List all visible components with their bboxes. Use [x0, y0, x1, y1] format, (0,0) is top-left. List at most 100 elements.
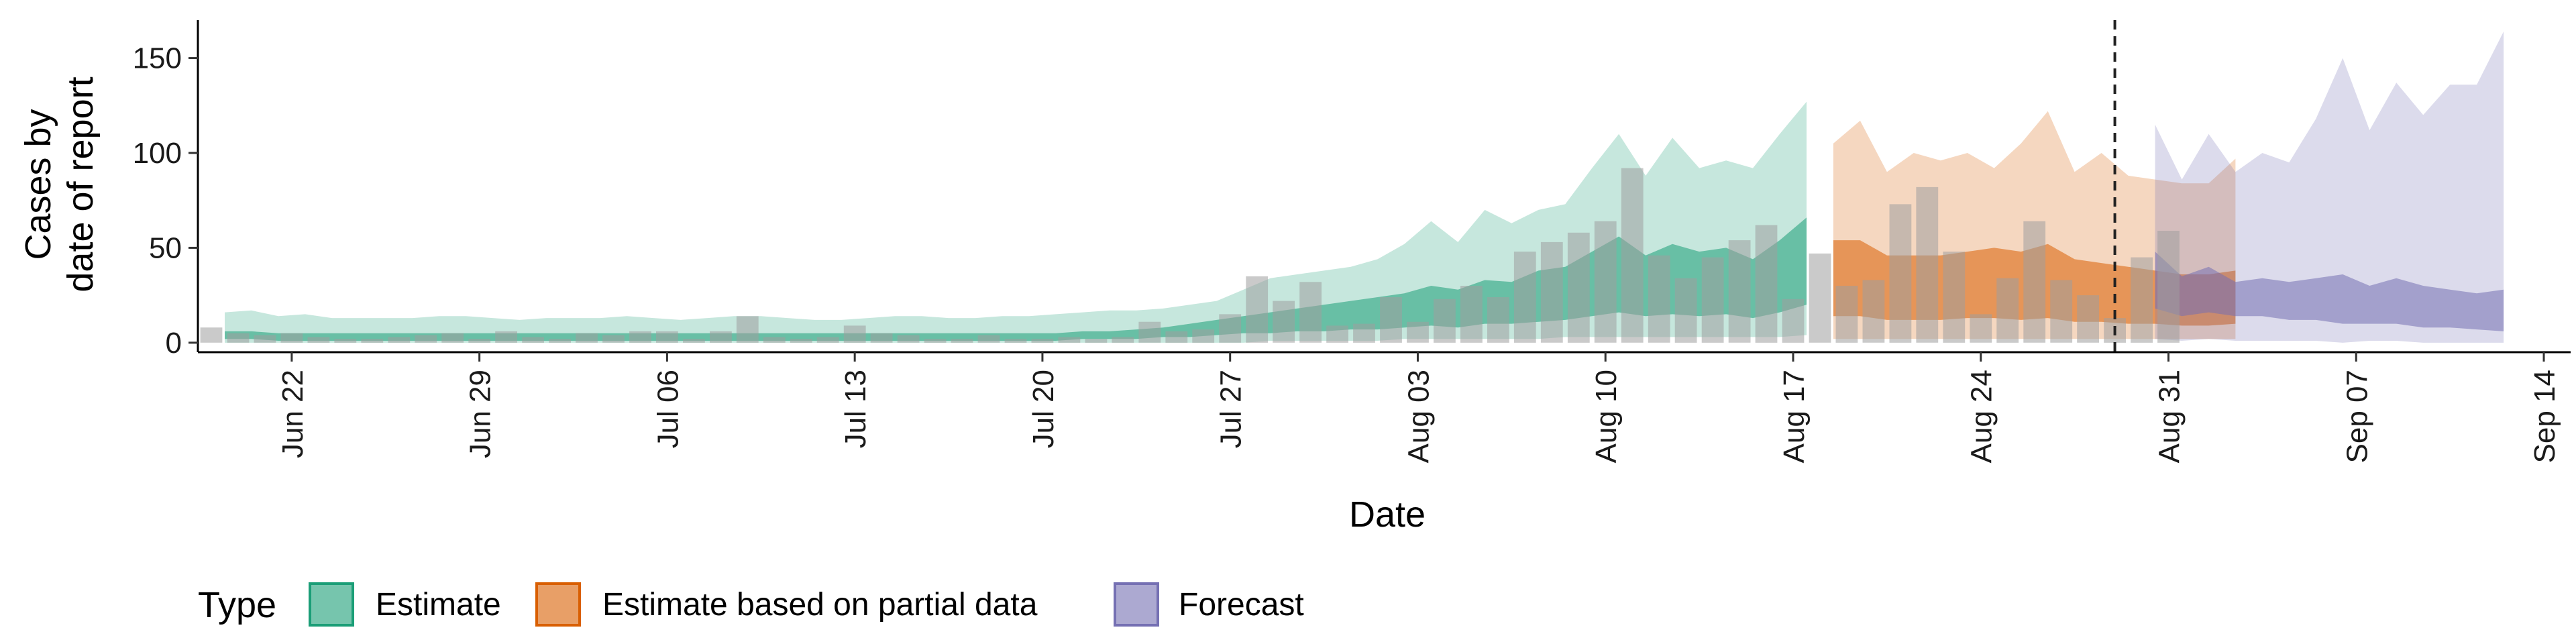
legend-swatch-partial [535, 582, 581, 627]
reported-bar [1434, 299, 1456, 343]
x-axis-title: Date [1349, 494, 1426, 535]
legend: Type Estimate Estimate based on partial … [198, 582, 1304, 627]
reported-bar [843, 325, 866, 343]
reported-bar [254, 335, 276, 343]
reported-bar [1380, 297, 1402, 343]
reported-bar [1674, 278, 1697, 343]
series-3 [2155, 32, 2504, 343]
reported-bar [1513, 252, 1536, 343]
y-tick-label: 100 [133, 137, 182, 170]
reported-bar [1031, 339, 1054, 343]
reported-bar [1085, 339, 1108, 343]
series-3-inner-band [2155, 252, 2504, 331]
reported-bar [2157, 231, 2180, 343]
reported-bar [1943, 252, 1966, 343]
reported-bar [1487, 297, 1509, 343]
reported-bar [1058, 337, 1081, 343]
reported-bar [1138, 321, 1161, 343]
legend-swatch-estimate [309, 582, 354, 627]
reported-bar [1299, 282, 1322, 343]
reported-bar [576, 333, 598, 343]
x-tick-label: Jul 20 [1027, 370, 1060, 448]
reported-bar [361, 339, 384, 343]
reported-bar [1567, 232, 1590, 343]
plot-area [200, 20, 2504, 352]
reported-bar [1353, 323, 1375, 343]
reported-bar [1165, 331, 1188, 343]
reported-bar [1326, 325, 1348, 343]
x-tick-label: Aug 24 [1966, 370, 1998, 463]
x-tick-label: Aug 17 [1778, 370, 1811, 463]
legend-swatch-forecast [1114, 582, 1159, 627]
reported-bar [951, 339, 973, 343]
reported-bar [1621, 168, 1644, 343]
series-3-outer-band [2155, 32, 2504, 343]
reported-bar [602, 335, 625, 343]
reported-bar [1246, 276, 1269, 343]
reported-bar [415, 335, 437, 343]
x-tick-label: Aug 31 [2153, 370, 2186, 463]
axes: 0 50 100 150 Jun 22 Jun 29 Jul 06 Jul 13 Jul 20 J… [133, 20, 2571, 463]
reported-bar [924, 339, 947, 343]
reported-bar [1782, 299, 1805, 343]
reported-bar [1273, 301, 1295, 343]
reported-bar [1460, 286, 1483, 343]
reported-bar [200, 327, 223, 343]
series-1 [225, 101, 1807, 343]
reported-bar [683, 339, 705, 343]
y-tick-label: 50 [149, 231, 182, 264]
reported-bar [495, 331, 517, 343]
reported-bar [656, 331, 678, 343]
series-1-inner-band [225, 217, 1807, 341]
x-tick-label: Aug 03 [1403, 370, 1436, 463]
reported-bar [2023, 221, 2046, 343]
reported-bar [522, 337, 544, 343]
legend-label-estimate: Estimate [376, 587, 501, 623]
reported-case-bars [200, 168, 2180, 343]
y-tick-label: 150 [133, 42, 182, 75]
y-axis-title-line-1: Cases by [18, 109, 58, 260]
reported-bar [710, 331, 732, 343]
reported-bar [388, 337, 411, 343]
y-axis-title-line-2: date of report [60, 76, 101, 292]
reported-bar [1594, 221, 1617, 343]
reported-bar [468, 339, 491, 343]
legend-label-forecast: Forecast [1179, 587, 1304, 623]
reported-bar [790, 339, 812, 343]
legend-label-partial: Estimate based on partial data [602, 587, 1038, 623]
reported-bar [1219, 314, 1242, 343]
x-tick-label: Jul 06 [651, 370, 684, 448]
legend-title: Type [198, 585, 276, 625]
reported-bar [1862, 280, 1885, 343]
reported-bar [1970, 314, 1992, 343]
series-1-outer-band [225, 101, 1807, 343]
reported-bar [227, 333, 250, 343]
x-tick-label: Jun 29 [464, 370, 497, 458]
reported-bar [1755, 225, 1778, 343]
reported-bar [763, 337, 786, 343]
reported-bar [2131, 257, 2153, 343]
reported-bar [2050, 280, 2073, 343]
reported-bar [736, 316, 759, 343]
reported-bar [1540, 241, 1563, 343]
x-tick-label: Sep 14 [2528, 370, 2561, 463]
reported-bar [1809, 253, 1831, 343]
reported-bar [1648, 255, 1670, 343]
reported-bar [870, 333, 893, 343]
reported-bar [1996, 278, 2019, 343]
x-tick-label: Jul 27 [1215, 370, 1248, 448]
reported-bar [307, 337, 330, 343]
reported-bar [1004, 339, 1027, 343]
reported-bar [1112, 337, 1134, 343]
reported-bar [1701, 257, 1724, 343]
reported-bar [897, 335, 920, 343]
reported-bar [629, 331, 651, 343]
x-tick-label: Aug 10 [1590, 370, 1623, 463]
reported-bar [1916, 186, 1939, 343]
reported-bar [280, 333, 303, 343]
reported-bar [1728, 240, 1751, 343]
reported-bar [549, 339, 571, 343]
y-tick-label: 0 [166, 327, 182, 360]
reported-bar [977, 335, 1000, 343]
